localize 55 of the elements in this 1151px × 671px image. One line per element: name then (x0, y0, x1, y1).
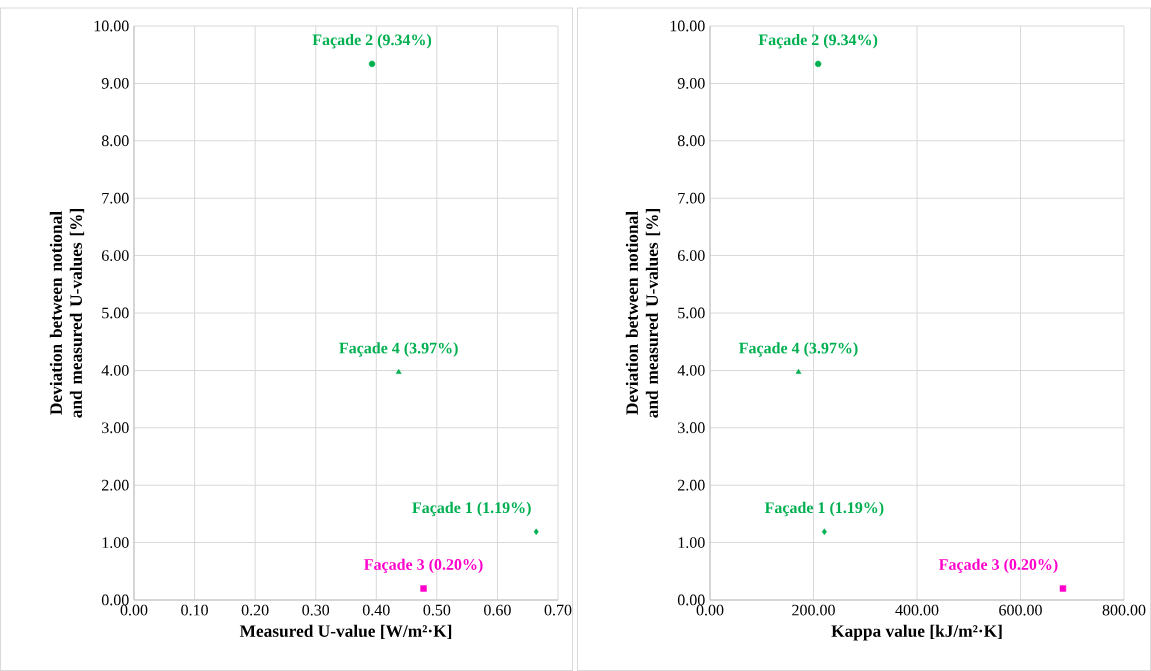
y-tick-label: 9.00 (677, 77, 705, 89)
y-tick-label: 1.00 (678, 537, 705, 549)
y-tick-label: 6.00 (101, 250, 129, 262)
point (368, 60, 376, 68)
y-tick-label: 2.00 (102, 479, 129, 491)
y-tick-label: 0.00 (677, 594, 705, 606)
y-tick-label: 5.00 (102, 307, 129, 319)
x-axis-title: Measured U-value [W/m²·K] (239, 624, 452, 640)
y-tick-label: 8.00 (101, 135, 129, 147)
y-tick-label: 3.00 (102, 422, 129, 434)
x-tick-label: 0.30 (302, 604, 330, 616)
y-tick-label: 5.00 (678, 307, 705, 319)
y-tick-label: 2.00 (678, 479, 705, 491)
y-tick-label: 10.00 (670, 20, 705, 32)
y-tick-label: 7.00 (102, 192, 129, 204)
series-label: Façade 4 (3.97%) (339, 342, 458, 357)
point (1059, 585, 1067, 592)
x-axis-title: Kappa value [kJ/m²·K] (831, 624, 1002, 641)
x-tick-label: 0.70 (544, 604, 572, 616)
y-tick-label: 8.00 (677, 135, 705, 147)
series-label: Façade 1 (1.19%) (412, 501, 531, 517)
point (795, 368, 802, 374)
series-label: Façade 3 (0.20%) (938, 558, 1058, 574)
series-label: Façade 1 (1.19%) (764, 501, 884, 517)
point (420, 585, 427, 592)
point (814, 60, 822, 68)
x-tick-label: 0.00 (120, 604, 148, 616)
x-tick-label: 0.20 (241, 604, 269, 616)
y-tick-label: 0.00 (101, 594, 129, 606)
series-label: Façade 2 (9.34%) (758, 33, 878, 49)
x-tick-label: 0.40 (362, 604, 390, 616)
series-label: Façade 3 (0.20%) (364, 558, 483, 574)
x-tick-label: 800.00 (1102, 604, 1146, 616)
y-tick-label: 6.00 (677, 250, 705, 262)
x-tick-label: 0.10 (181, 604, 208, 616)
y-tick-label: 3.00 (678, 422, 705, 434)
y-tick-label: 10.00 (94, 20, 129, 32)
y-tick-label: 4.00 (677, 364, 705, 376)
x-tick-label: 200.00 (792, 604, 835, 616)
y-tick-label: 9.00 (101, 77, 129, 89)
y-tick-label: 4.00 (101, 364, 129, 376)
y-axis-title: Deviation between notional and measured U-values [%] (49, 209, 85, 418)
y-axis-title: Deviation between notional and measured U-values [%] (625, 209, 661, 418)
point (821, 528, 827, 535)
x-tick-label: 0.00 (696, 604, 724, 616)
series-label: Façade 4 (3.97%) (739, 342, 858, 357)
point (533, 528, 539, 535)
x-tick-label: 600.00 (999, 604, 1042, 616)
series-label: Façade 2 (9.34%) (312, 33, 432, 49)
x-tick-label: 0.50 (423, 604, 451, 616)
y-tick-label: 1.00 (102, 537, 129, 549)
point (395, 368, 402, 374)
x-tick-label: 400.00 (895, 604, 939, 616)
x-tick-label: 0.60 (484, 604, 511, 616)
y-tick-label: 7.00 (678, 192, 705, 204)
